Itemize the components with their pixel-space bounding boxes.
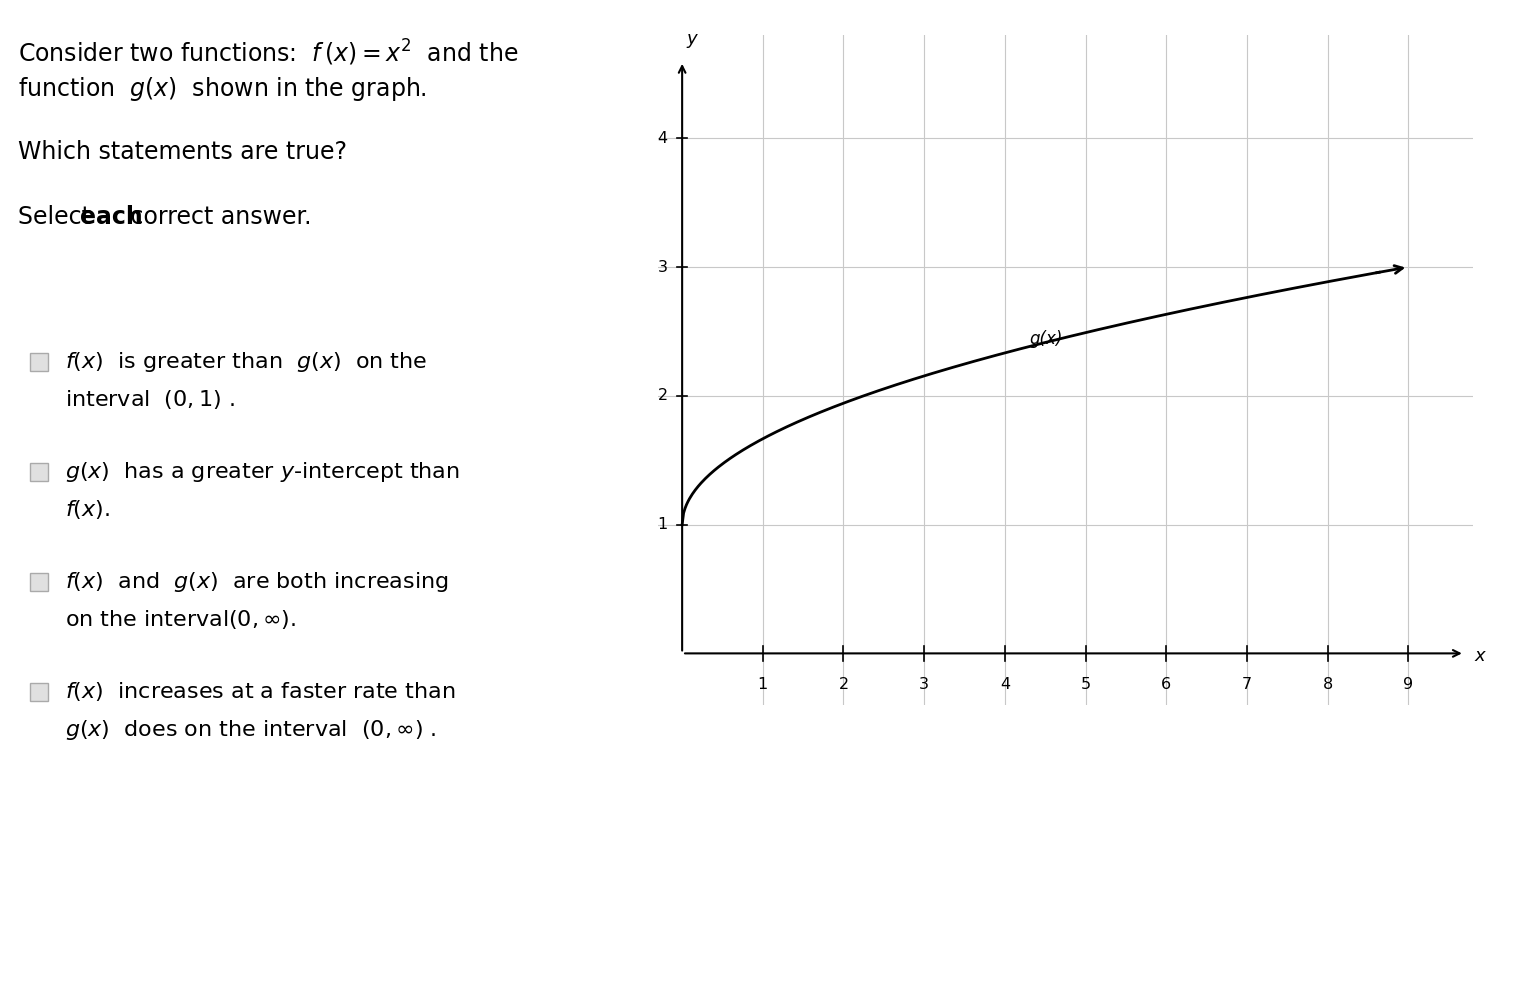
- Text: 5: 5: [1080, 677, 1090, 692]
- Text: 6: 6: [1161, 677, 1171, 692]
- Text: $f(x)$  increases at a faster rate than: $f(x)$ increases at a faster rate than: [65, 680, 455, 703]
- Text: 2: 2: [839, 677, 848, 692]
- Text: y: y: [687, 30, 698, 48]
- Text: 7: 7: [1241, 677, 1252, 692]
- Text: 4: 4: [658, 131, 667, 146]
- Text: on the interval$(0, \infty)$.: on the interval$(0, \infty)$.: [65, 608, 297, 631]
- Text: 3: 3: [920, 677, 929, 692]
- Text: 3: 3: [658, 260, 667, 275]
- Text: $f(x)$  and  $g(x)$  are both increasing: $f(x)$ and $g(x)$ are both increasing: [65, 570, 448, 594]
- FancyBboxPatch shape: [30, 573, 49, 591]
- Text: Consider two functions:  $f\,(x) = x^2$  and the: Consider two functions: $f\,(x) = x^2$ a…: [18, 38, 518, 68]
- Text: $f(x)$  is greater than  $g(x)$  on the: $f(x)$ is greater than $g(x)$ on the: [65, 350, 426, 374]
- Text: 1: 1: [757, 677, 768, 692]
- Text: $g(x)$  does on the interval  $(0, \infty)$ .: $g(x)$ does on the interval $(0, \infty)…: [65, 718, 437, 742]
- FancyBboxPatch shape: [30, 463, 49, 481]
- Text: g(x): g(x): [1030, 330, 1063, 348]
- Text: correct answer.: correct answer.: [123, 205, 312, 229]
- Text: function  $g(x)$  shown in the graph.: function $g(x)$ shown in the graph.: [18, 75, 426, 103]
- Text: x: x: [1474, 646, 1485, 665]
- Text: each: each: [81, 205, 143, 229]
- Text: interval  $(0, 1)$ .: interval $(0, 1)$ .: [65, 388, 235, 411]
- Text: 8: 8: [1322, 677, 1333, 692]
- Text: $g(x)$  has a greater $y$-intercept than: $g(x)$ has a greater $y$-intercept than: [65, 460, 460, 484]
- Text: $f(x)$.: $f(x)$.: [65, 498, 110, 521]
- Text: Which statements are true?: Which statements are true?: [18, 140, 347, 164]
- Text: Select: Select: [18, 205, 99, 229]
- Text: 9: 9: [1403, 677, 1413, 692]
- FancyBboxPatch shape: [30, 353, 49, 371]
- FancyBboxPatch shape: [30, 683, 49, 701]
- Text: 1: 1: [658, 518, 667, 532]
- Text: 2: 2: [658, 389, 667, 404]
- Text: 4: 4: [999, 677, 1010, 692]
